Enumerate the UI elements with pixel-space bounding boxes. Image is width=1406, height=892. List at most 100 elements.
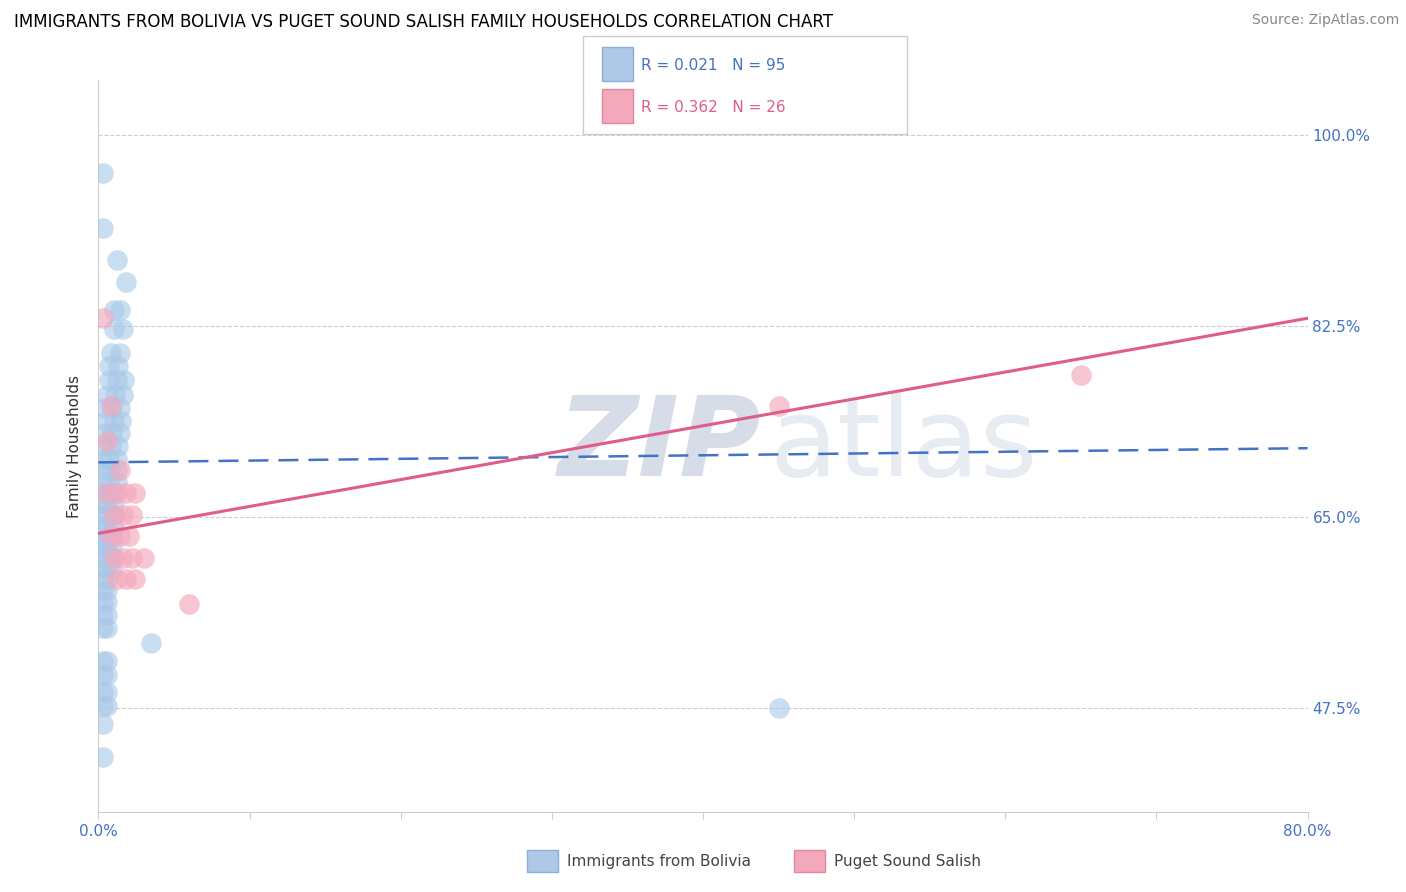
- Point: [101, 561, 124, 575]
- Point: [105, 452, 128, 467]
- Point: [101, 530, 124, 544]
- Point: [105, 374, 128, 388]
- Point: [93, 425, 115, 440]
- Point: [96, 486, 118, 500]
- Point: [91, 550, 114, 565]
- Point: [111, 508, 134, 522]
- Point: [91, 608, 114, 623]
- Point: [141, 635, 163, 649]
- Point: [91, 530, 114, 544]
- Point: [96, 608, 118, 623]
- Point: [111, 551, 134, 566]
- Point: [107, 439, 129, 453]
- Point: [98, 374, 121, 388]
- Point: [91, 220, 114, 235]
- Point: [121, 508, 143, 522]
- Point: [111, 322, 134, 336]
- Text: R = 0.362   N = 26: R = 0.362 N = 26: [641, 100, 786, 114]
- Point: [101, 401, 124, 415]
- Point: [98, 463, 121, 477]
- Point: [94, 414, 117, 428]
- Point: [91, 475, 114, 489]
- Point: [107, 359, 129, 374]
- Point: [91, 497, 114, 511]
- Point: [91, 452, 114, 467]
- Point: [103, 508, 125, 522]
- Point: [110, 414, 132, 428]
- Point: [108, 528, 131, 542]
- Point: [96, 387, 118, 401]
- Y-axis label: Family Households: Family Households: [67, 375, 83, 517]
- Point: [96, 572, 118, 586]
- Point: [112, 374, 135, 388]
- Point: [91, 561, 114, 575]
- Point: [96, 497, 118, 511]
- Point: [114, 486, 136, 500]
- Point: [105, 572, 128, 586]
- Point: [91, 518, 114, 533]
- Point: [93, 401, 115, 415]
- Point: [100, 439, 122, 453]
- Point: [114, 275, 136, 289]
- Point: [101, 425, 124, 440]
- Point: [100, 399, 122, 413]
- Point: [103, 322, 125, 336]
- Point: [91, 540, 114, 554]
- Point: [103, 302, 125, 317]
- Point: [91, 463, 114, 477]
- Point: [91, 684, 114, 698]
- Point: [96, 540, 118, 554]
- Text: atlas: atlas: [769, 392, 1038, 500]
- Point: [96, 595, 118, 609]
- Point: [105, 463, 128, 477]
- Point: [91, 311, 114, 326]
- Point: [105, 486, 128, 500]
- Point: [98, 475, 121, 489]
- Point: [108, 425, 131, 440]
- Point: [91, 698, 114, 713]
- Point: [105, 475, 128, 489]
- Point: [96, 508, 118, 522]
- Point: [91, 572, 114, 586]
- Point: [96, 561, 118, 575]
- Point: [103, 508, 125, 522]
- Point: [91, 654, 114, 668]
- Point: [1070, 368, 1092, 382]
- Point: [101, 550, 124, 565]
- Point: [103, 414, 125, 428]
- Point: [96, 698, 118, 713]
- Point: [118, 528, 141, 542]
- Point: [91, 166, 114, 180]
- Point: [96, 621, 118, 635]
- Point: [91, 717, 114, 731]
- Point: [91, 583, 114, 598]
- Point: [108, 346, 131, 360]
- Point: [91, 750, 114, 764]
- Point: [96, 486, 118, 500]
- Point: [96, 583, 118, 598]
- Point: [101, 540, 124, 554]
- Point: [91, 621, 114, 635]
- Point: [91, 486, 114, 500]
- Text: Immigrants from Bolivia: Immigrants from Bolivia: [567, 855, 751, 869]
- Point: [108, 463, 131, 477]
- Text: R = 0.021   N = 95: R = 0.021 N = 95: [641, 58, 786, 72]
- Point: [103, 486, 125, 500]
- Point: [96, 654, 118, 668]
- Point: [124, 486, 146, 500]
- Point: [91, 595, 114, 609]
- Text: ZIP: ZIP: [558, 392, 762, 500]
- Point: [96, 550, 118, 565]
- Point: [96, 530, 118, 544]
- Point: [100, 528, 122, 542]
- Point: [91, 439, 114, 453]
- Point: [111, 387, 134, 401]
- Point: [103, 497, 125, 511]
- Point: [114, 572, 136, 586]
- Point: [103, 518, 125, 533]
- Point: [91, 668, 114, 682]
- Point: [91, 508, 114, 522]
- Point: [121, 551, 143, 566]
- Point: [108, 401, 131, 415]
- Point: [96, 434, 118, 448]
